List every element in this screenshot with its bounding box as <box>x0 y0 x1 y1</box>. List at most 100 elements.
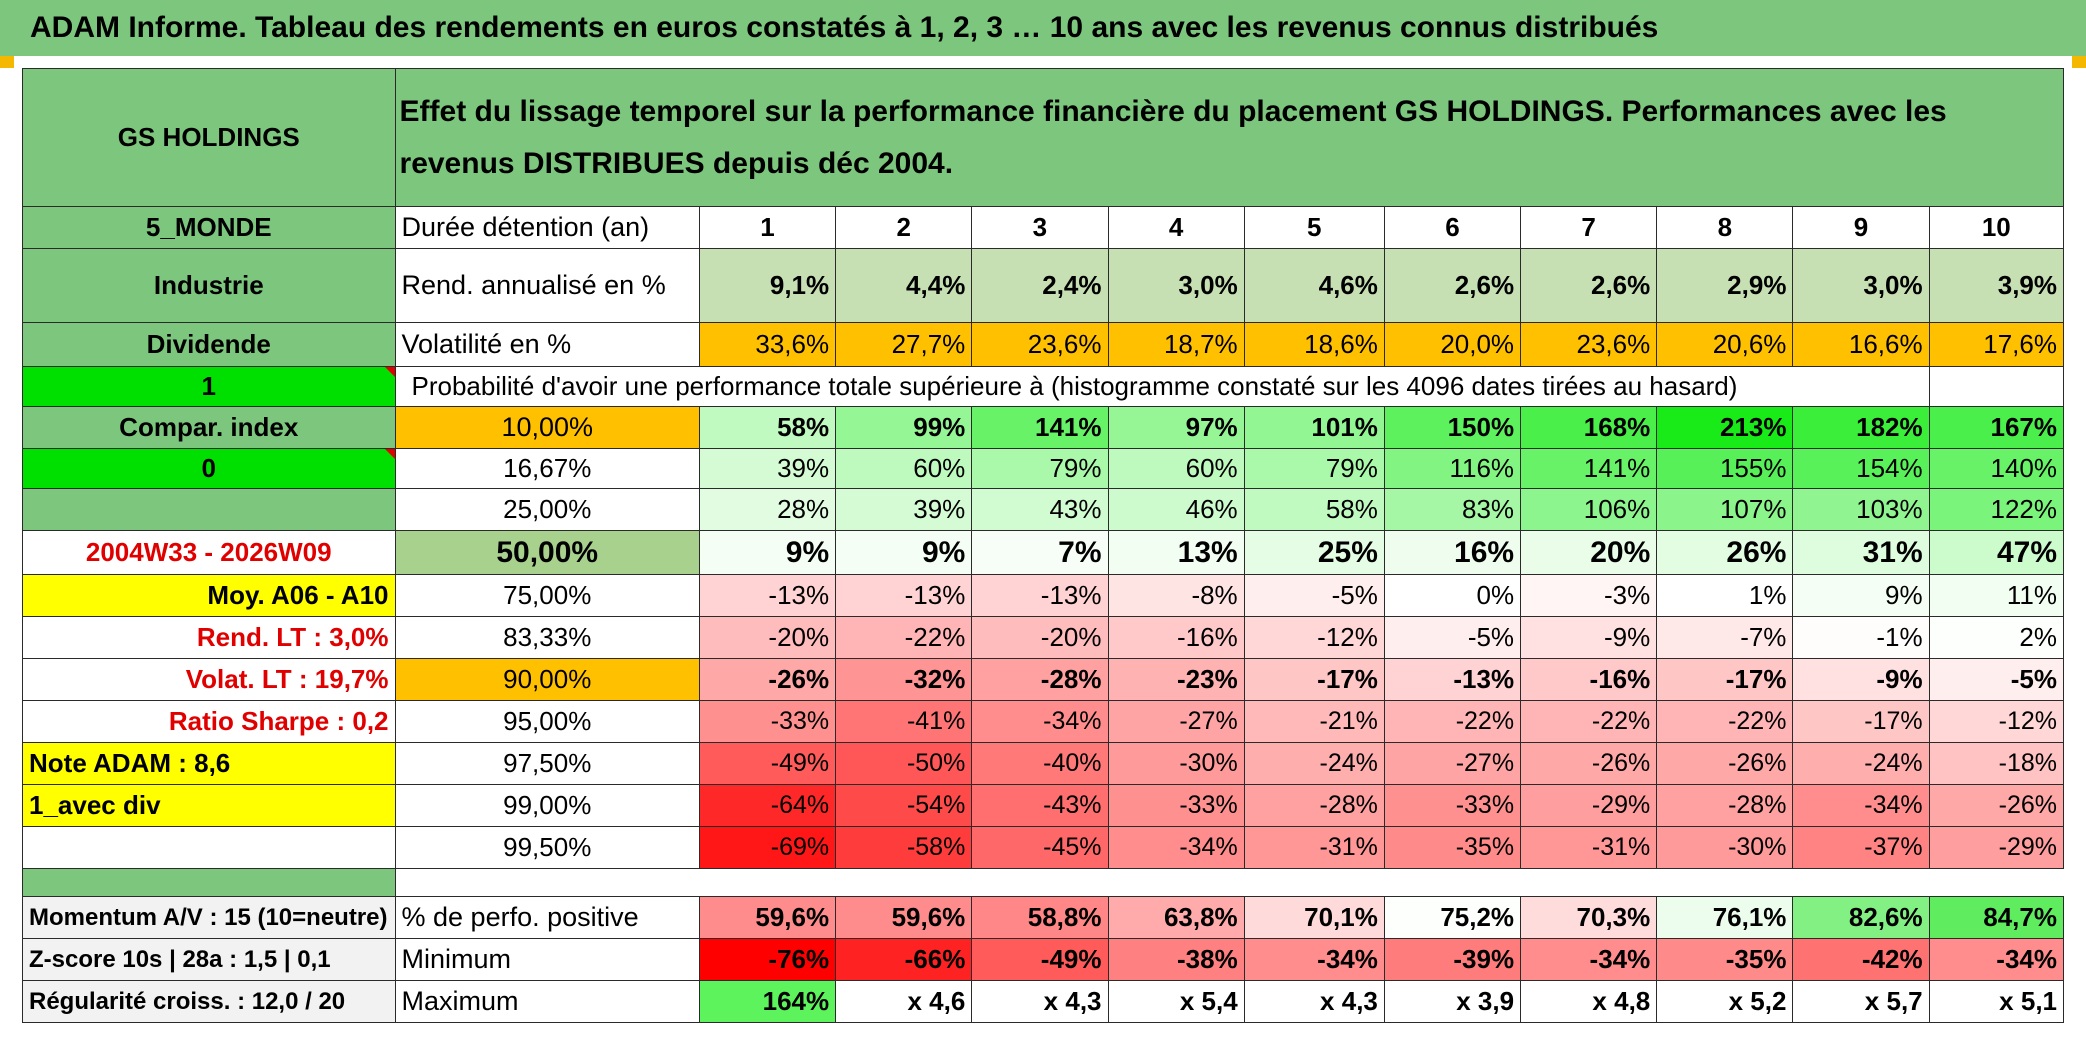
proba-cell: -58% <box>835 826 973 869</box>
proba-cell: -5% <box>1383 616 1522 659</box>
proba-cell: 46% <box>1107 488 1245 531</box>
proba-cell: 28% <box>698 488 837 531</box>
empty-cell <box>22 488 396 531</box>
corner-marker-tl <box>0 56 14 68</box>
proba-cell: -28% <box>971 658 1109 701</box>
threshold-cell: 95,00% <box>394 700 700 743</box>
vol-cell: 20,0% <box>1383 322 1522 367</box>
proba-cell: -28% <box>1243 784 1385 827</box>
rend-cell: 9,1% <box>698 248 837 323</box>
selector-zero[interactable]: 0 <box>22 448 396 489</box>
proba-cell: 58% <box>1243 488 1385 531</box>
rend-cell: 3,9% <box>1928 248 2065 323</box>
maximum-cell: x 4,6 <box>835 980 973 1023</box>
proba-cell: 116% <box>1383 448 1522 489</box>
proba-cell: -18% <box>1928 742 2065 785</box>
positive-cell: 58,8% <box>971 896 1109 939</box>
proba-cell: -22% <box>835 616 973 659</box>
proba-label: Probabilité d'avoir une performance tota… <box>394 366 1793 407</box>
minimum-cell: -34% <box>1243 938 1385 981</box>
proba-cell: -50% <box>835 742 973 785</box>
maximum-label: Maximum <box>394 980 700 1023</box>
proba-cell: -29% <box>1928 826 2065 869</box>
proba-cell: 168% <box>1520 406 1658 449</box>
proba-cell: 103% <box>1792 488 1930 531</box>
proba-cell: -33% <box>1107 784 1245 827</box>
positive-cell: 82,6% <box>1792 896 1930 939</box>
momentum-label: Momentum A/V : 15 (10=neutre) <box>22 896 396 939</box>
empty-cell <box>22 826 396 869</box>
proba-cell: 0% <box>1383 574 1522 617</box>
positive-cell: 59,6% <box>698 896 837 939</box>
proba-cell: -29% <box>1520 784 1658 827</box>
rend-label: Rend. annualisé en % <box>394 248 700 323</box>
zscore-label: Z-score 10s | 28a : 1,5 | 0,1 <box>22 938 396 981</box>
maximum-cell: x 4,3 <box>971 980 1109 1023</box>
threshold-cell: 16,67% <box>394 448 700 489</box>
volat-lt-label: Volat. LT : 19,7% <box>22 658 396 701</box>
proba-cell: -24% <box>1792 742 1930 785</box>
proba-cell: -28% <box>1656 784 1794 827</box>
proba-cell: -17% <box>1792 700 1930 743</box>
rend-cell: 3,0% <box>1107 248 1245 323</box>
proba-cell: -43% <box>971 784 1109 827</box>
proba-cell: -31% <box>1243 826 1385 869</box>
positive-cell: 59,6% <box>835 896 973 939</box>
sharpe-label: Ratio Sharpe : 0,2 <box>22 700 396 743</box>
year-cell: 3 <box>971 206 1109 249</box>
maximum-cell: x 5,7 <box>1792 980 1930 1023</box>
threshold-cell: 50,00% <box>394 530 700 575</box>
proba-cell: -26% <box>1520 742 1658 785</box>
proba-cell: -23% <box>1107 658 1245 701</box>
compar-label: Compar. index <box>22 406 396 449</box>
separator-cell <box>22 868 396 897</box>
proba-cell: 20% <box>1520 530 1658 575</box>
selector-one[interactable]: 1 <box>22 366 396 407</box>
proba-cell: 31% <box>1792 530 1930 575</box>
positive-cell: 84,7% <box>1928 896 2065 939</box>
proba-cell: 106% <box>1520 488 1658 531</box>
proba-cell: -22% <box>1656 700 1794 743</box>
proba-cell: 60% <box>835 448 973 489</box>
vol-cell: 16,6% <box>1792 322 1930 367</box>
vol-cell: 18,7% <box>1107 322 1245 367</box>
rend-lt-label: Rend. LT : 3,0% <box>22 616 396 659</box>
vol-cell: 17,6% <box>1928 322 2065 367</box>
threshold-cell: 99,00% <box>394 784 700 827</box>
threshold-cell: 83,33% <box>394 616 700 659</box>
minimum-cell: -34% <box>1928 938 2065 981</box>
rend-cell: 3,0% <box>1792 248 1930 323</box>
proba-cell: -12% <box>1243 616 1385 659</box>
proba-cell: 1% <box>1656 574 1794 617</box>
proba-cell: -35% <box>1383 826 1522 869</box>
proba-cell: -31% <box>1520 826 1658 869</box>
proba-cell: -5% <box>1928 658 2065 701</box>
vol-cell: 18,6% <box>1243 322 1385 367</box>
minimum-cell: -38% <box>1107 938 1245 981</box>
year-cell: 6 <box>1383 206 1522 249</box>
year-cell: 2 <box>835 206 973 249</box>
corner-marker-tr <box>2072 56 2086 68</box>
proba-cell: 122% <box>1928 488 2065 531</box>
threshold-cell: 99,50% <box>394 826 700 869</box>
vol-cell: 20,6% <box>1656 322 1794 367</box>
vol-label: Volatilité en % <box>394 322 700 367</box>
maximum-cell: 164% <box>698 980 837 1023</box>
proba-cell: -8% <box>1107 574 1245 617</box>
year-cell: 10 <box>1928 206 2065 249</box>
proba-cell: 39% <box>698 448 837 489</box>
proba-cell: 9% <box>1792 574 1930 617</box>
proba-cell: -16% <box>1107 616 1245 659</box>
proba-cell: 13% <box>1107 530 1245 575</box>
proba-cell: -69% <box>698 826 837 869</box>
proba-cell: 154% <box>1792 448 1930 489</box>
positive-cell: 76,1% <box>1656 896 1794 939</box>
proba-cell: -26% <box>1928 784 2065 827</box>
year-cell: 5 <box>1243 206 1385 249</box>
proba-cell: -34% <box>1792 784 1930 827</box>
proba-cell: -7% <box>1656 616 1794 659</box>
proba-cell: -13% <box>835 574 973 617</box>
description-text: Effet du lissage temporel sur la perform… <box>394 68 2065 207</box>
proba-cell: -21% <box>1243 700 1385 743</box>
proba-cell: -32% <box>835 658 973 701</box>
